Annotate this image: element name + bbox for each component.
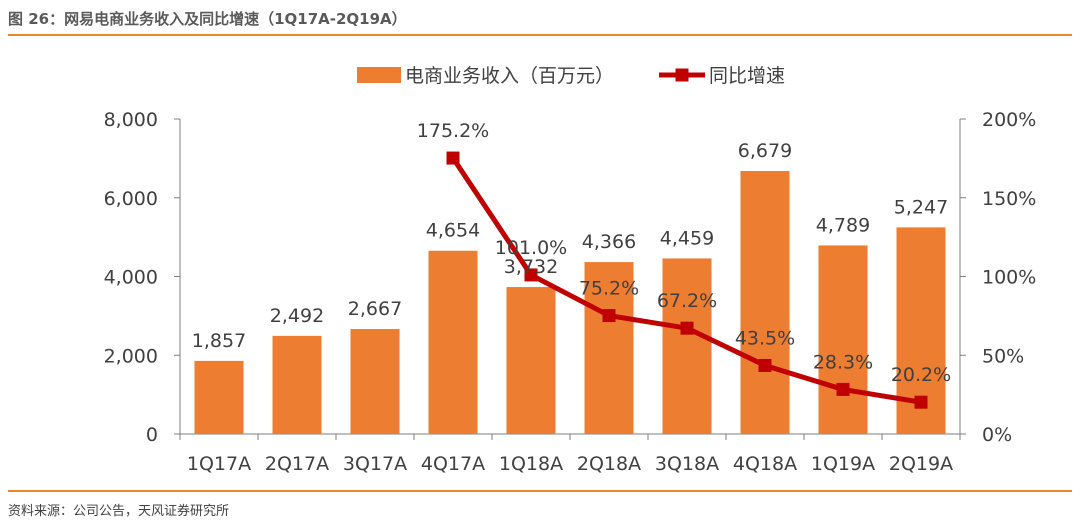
x-axis-tick-label: 1Q18A — [499, 453, 563, 475]
growth-data-label: 43.5% — [735, 327, 795, 349]
growth-data-label: 28.3% — [813, 351, 873, 373]
growth-data-label: 67.2% — [657, 290, 717, 312]
growth-marker — [836, 382, 850, 396]
legend-label-growth: 同比增速 — [709, 65, 785, 87]
x-axis-tick-label: 4Q17A — [421, 453, 485, 475]
source-note: 资料来源：公司公告，天风证券研究所 — [8, 504, 230, 519]
bar-data-label: 6,679 — [738, 140, 792, 162]
bar — [350, 328, 400, 434]
x-axis-tick-label: 1Q19A — [811, 453, 875, 475]
bar — [818, 245, 868, 434]
right-axis-tick-label: 100% — [982, 267, 1036, 289]
bar — [584, 262, 634, 434]
legend-label-revenue: 电商业务收入（百万元） — [405, 65, 614, 87]
bar — [740, 171, 790, 434]
growth-marker — [680, 321, 694, 335]
growth-marker — [446, 151, 460, 165]
bar-data-label: 3,732 — [504, 256, 558, 278]
bar-data-label: 1,857 — [192, 330, 246, 352]
x-axis-tick-label: 4Q18A — [733, 453, 797, 475]
bar-data-label: 4,366 — [582, 231, 636, 253]
source-divider — [8, 490, 1072, 492]
x-axis-tick-label: 1Q17A — [187, 453, 251, 475]
right-axis-tick-label: 0% — [982, 424, 1012, 446]
bar-data-label: 5,247 — [894, 196, 948, 218]
x-axis-tick-label: 2Q19A — [889, 453, 953, 475]
growth-data-label: 75.2% — [579, 278, 639, 300]
left-axis-tick-label: 8,000 — [104, 109, 158, 131]
growth-marker — [524, 268, 538, 282]
right-axis-tick-label: 50% — [982, 345, 1024, 367]
bar — [194, 360, 244, 434]
growth-data-label: 20.2% — [891, 364, 951, 386]
left-axis-tick-label: 4,000 — [104, 267, 158, 289]
left-axis-tick-label: 2,000 — [104, 345, 158, 367]
bar — [428, 250, 478, 434]
right-axis-tick-label: 200% — [982, 109, 1036, 131]
growth-marker — [758, 358, 772, 372]
x-axis-tick-label: 2Q18A — [577, 453, 641, 475]
legend-swatch-growth-marker — [675, 68, 689, 82]
bar-data-label: 4,459 — [660, 227, 714, 249]
bar-data-label: 2,667 — [348, 298, 402, 320]
growth-data-label: 175.2% — [417, 120, 489, 142]
bar-data-label: 2,492 — [270, 305, 324, 327]
bar — [272, 335, 322, 434]
bar — [662, 258, 712, 434]
legend-swatch-revenue — [357, 67, 401, 83]
x-axis-tick-label: 2Q17A — [265, 453, 329, 475]
x-axis-tick-label: 3Q18A — [655, 453, 719, 475]
title-divider — [8, 34, 1072, 36]
growth-marker — [914, 395, 928, 409]
figure-title: 图 26：网易电商业务收入及同比增速（1Q17A-2Q19A） — [8, 10, 407, 28]
growth-data-label: 101.0% — [495, 237, 567, 259]
bar — [506, 287, 556, 434]
bar-data-label: 4,654 — [426, 220, 480, 242]
left-axis-tick-label: 6,000 — [104, 188, 158, 210]
bar-data-label: 4,789 — [816, 214, 870, 236]
right-axis-tick-label: 150% — [982, 188, 1036, 210]
growth-marker — [602, 309, 616, 323]
x-axis-tick-label: 3Q17A — [343, 453, 407, 475]
left-axis-tick-label: 0 — [146, 424, 158, 446]
